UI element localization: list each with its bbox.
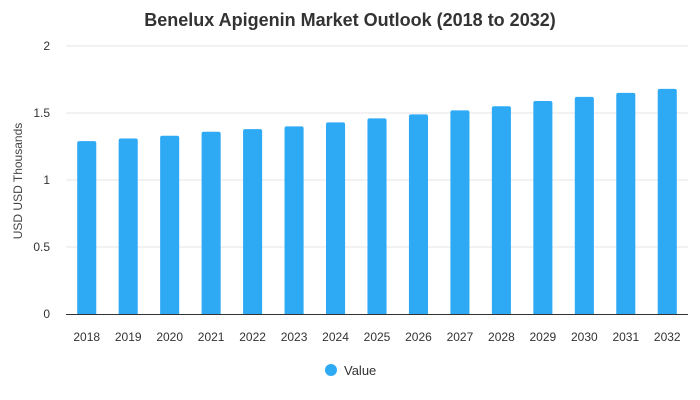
x-tick-label: 2025 <box>364 330 391 344</box>
x-tick-label: 2026 <box>405 330 432 344</box>
x-tick-label: 2019 <box>115 330 142 344</box>
bar-2028[interactable] <box>491 106 511 314</box>
x-tick-label: 2032 <box>654 330 681 344</box>
y-tick-label: 2 <box>43 39 50 53</box>
y-tick-label: 0.5 <box>33 240 50 254</box>
x-tick-label: 2029 <box>530 330 557 344</box>
y-tick-label: 1.5 <box>33 106 50 120</box>
chart-title: Benelux Apigenin Market Outlook (2018 to… <box>144 10 555 30</box>
x-tick-label: 2018 <box>73 330 100 344</box>
legend[interactable]: Value <box>325 363 376 378</box>
y-axis-label: USD USD Thousands <box>11 123 25 240</box>
x-tick-label: 2028 <box>488 330 515 344</box>
legend-swatch <box>325 364 337 376</box>
bar-2019[interactable] <box>118 138 138 314</box>
bar-2026[interactable] <box>408 114 429 314</box>
bar-2024[interactable] <box>325 122 346 314</box>
bar-2023[interactable] <box>284 126 304 315</box>
bar-2025[interactable] <box>367 118 387 314</box>
x-tick-label: 2031 <box>612 330 639 344</box>
y-tick-label: 0 <box>43 307 50 321</box>
x-tick-label: 2021 <box>198 330 225 344</box>
bar-2021[interactable] <box>201 131 221 314</box>
bar-2029[interactable] <box>533 100 553 314</box>
bar-2018[interactable] <box>77 141 97 314</box>
bar-2027[interactable] <box>450 110 470 314</box>
y-axis-ticks: 0 0.5 1 1.5 2 <box>33 39 50 321</box>
x-tick-label: 2030 <box>571 330 598 344</box>
bars <box>77 88 677 315</box>
x-tick-label: 2024 <box>322 330 349 344</box>
x-tick-label: 2022 <box>239 330 266 344</box>
bar-2022[interactable] <box>243 129 263 314</box>
x-tick-label: 2020 <box>156 330 183 344</box>
x-tick-label: 2023 <box>281 330 308 344</box>
bar-2020[interactable] <box>160 135 180 314</box>
bar-2032[interactable] <box>657 88 677 314</box>
x-axis-ticks: 2018 2019 2020 2021 2022 2023 2024 2025 2026 2027… <box>73 330 681 344</box>
bar-2031[interactable] <box>616 92 636 315</box>
bar-2030[interactable] <box>574 96 594 314</box>
x-tick-label: 2027 <box>447 330 474 344</box>
y-tick-label: 1 <box>43 173 50 187</box>
legend-label-value: Value <box>344 363 376 378</box>
